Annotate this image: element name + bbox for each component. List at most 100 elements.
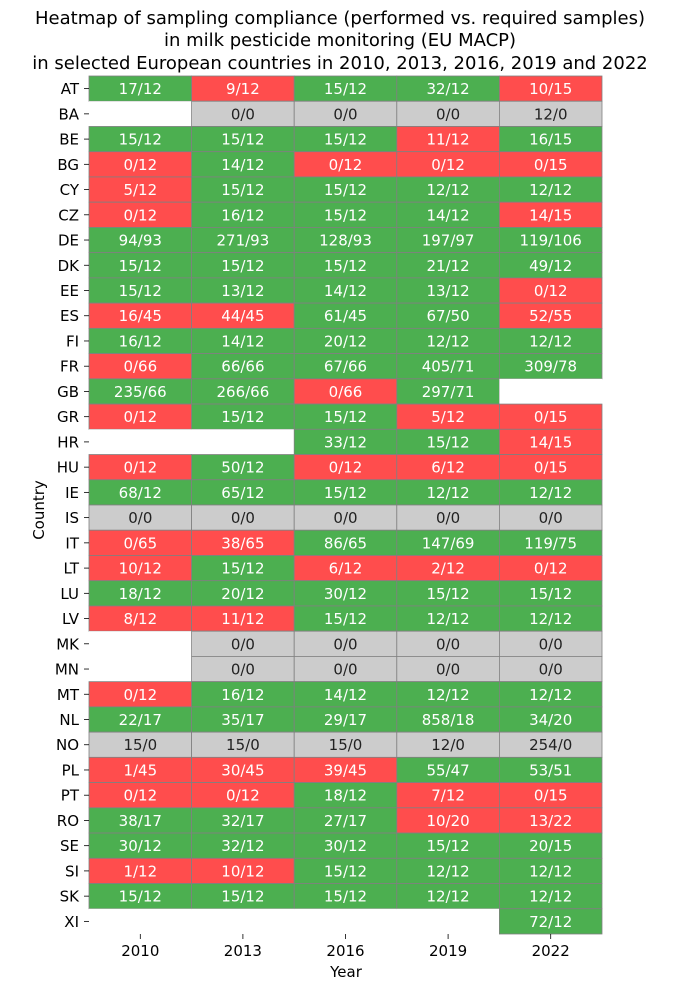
cell-value-label: 1/12 [123, 862, 157, 880]
y-tick-label: FR [60, 358, 79, 376]
heatmap-cell-DK-2022 [498, 252, 603, 279]
heatmap-cell-NO-2019 [396, 731, 500, 758]
y-tick-label: SE [60, 837, 79, 855]
cell-value-label: 15/12 [324, 206, 367, 224]
cell-value-label: 0/12 [329, 156, 363, 174]
heatmap-cell-MN-2022 [498, 656, 603, 683]
y-tick-label: CY [60, 181, 80, 199]
cell-value-label: 67/50 [426, 307, 469, 325]
cell-value-label: 15/0 [329, 736, 363, 754]
heatmap-cell-HU-2013 [191, 454, 295, 481]
y-tick-label: DE [58, 232, 79, 250]
heatmap-cell-MN-2019 [396, 656, 500, 683]
cell-value-label: 12/12 [529, 686, 572, 704]
cell-value-label: 65/12 [221, 484, 264, 502]
heatmap-cell-CY-2019 [396, 176, 500, 203]
heatmap-cell-GR-2019 [396, 403, 500, 430]
cell-value-label: 15/12 [119, 888, 162, 906]
cell-value-label: 147/69 [422, 534, 475, 552]
cell-value-label: 5/12 [123, 181, 157, 199]
cell-value-label: 0/15 [534, 156, 568, 174]
heatmap-cell-IT-2013 [191, 529, 295, 556]
cell-value-label: 15/0 [226, 736, 260, 754]
heatmap-cell-SI-2010 [88, 857, 192, 884]
cell-value-label: 0/0 [231, 661, 255, 679]
cell-value-label: 119/75 [524, 534, 577, 552]
heatmap-cell-FI-2022 [498, 327, 603, 354]
cell-value-label: 12/12 [426, 686, 469, 704]
heatmap-cell-ES-2019 [396, 302, 500, 329]
heatmap-cell-MT-2010 [88, 681, 192, 708]
cell-value-label: 235/66 [114, 383, 167, 401]
heatmap-cell-BA-2013 [191, 100, 295, 127]
heatmap-cell-IE-2016 [293, 479, 398, 506]
heatmap-cell-LV-2019 [396, 605, 500, 632]
heatmap-cell-PT-2019 [396, 782, 500, 809]
heatmap-cell-SE-2019 [396, 832, 500, 859]
cell-value-label: 12/12 [426, 484, 469, 502]
heatmap-cell-NO-2016 [293, 731, 398, 758]
y-tick-label: MN [55, 661, 79, 679]
y-tick-label: NL [59, 711, 79, 729]
heatmap-cell-XI-2016 [294, 908, 397, 934]
cell-value-label: 15/12 [119, 282, 162, 300]
cell-value-label: 0/0 [231, 105, 255, 123]
heatmap-cell-BA-2010 [89, 101, 192, 127]
cell-value-label: 15/12 [119, 257, 162, 275]
cell-value-label: 15/12 [324, 610, 367, 628]
cell-value-label: 12/12 [529, 862, 572, 880]
heatmap-cell-IE-2022 [498, 479, 603, 506]
y-tick-label: EE [60, 282, 79, 300]
heatmap-cell-HR-2013 [191, 429, 295, 455]
cell-value-label: 20/12 [221, 585, 264, 603]
cell-value-label: 14/15 [529, 206, 572, 224]
cell-value-label: 12/12 [529, 484, 572, 502]
y-tick-label: AT [61, 80, 80, 98]
y-tick-label: RO [57, 812, 79, 830]
cell-value-label: 9/12 [226, 80, 260, 98]
heatmap-cell-BE-2010 [88, 126, 192, 153]
cell-value-label: 0/12 [123, 787, 157, 805]
cell-value-label: 32/12 [221, 837, 264, 855]
cell-value-label: 10/15 [529, 80, 572, 98]
cell-value-label: 858/18 [422, 711, 475, 729]
heatmap-cell-HR-2016 [293, 428, 398, 455]
cell-value-label: 0/12 [534, 560, 568, 578]
heatmap-cell-ES-2010 [88, 302, 192, 329]
heatmap-cell-FR-2010 [88, 353, 192, 380]
cell-value-label: 0/0 [231, 635, 255, 653]
heatmap-cell-GR-2016 [293, 403, 398, 430]
cell-value-label: 30/12 [324, 837, 367, 855]
heatmap-cell-GR-2022 [498, 403, 603, 430]
cell-value-label: 15/12 [324, 862, 367, 880]
heatmap-cell-CZ-2022 [498, 201, 603, 228]
cell-value-label: 20/12 [324, 332, 367, 350]
heatmap-cell-SE-2013 [191, 832, 295, 859]
cell-value-label: 12/0 [534, 105, 568, 123]
heatmap-cell-DK-2016 [293, 252, 398, 279]
cell-value-label: 0/12 [431, 156, 465, 174]
cell-value-label: 15/12 [426, 585, 469, 603]
heatmap-cell-HU-2010 [88, 454, 192, 481]
cell-value-label: 14/12 [221, 156, 264, 174]
heatmap-cell-LU-2013 [191, 580, 295, 607]
cell-value-label: 0/0 [333, 105, 357, 123]
cell-value-label: 405/71 [422, 358, 475, 376]
heatmap-cell-IT-2022 [498, 529, 603, 556]
heatmap-cell-XI-2010 [89, 908, 192, 934]
cell-value-label: 297/71 [422, 383, 475, 401]
cell-value-label: 0/12 [123, 156, 157, 174]
cell-value-label: 6/12 [329, 560, 363, 578]
cell-value-label: 67/66 [324, 358, 367, 376]
cell-value-label: 29/17 [324, 711, 367, 729]
y-tick-label: LU [60, 585, 79, 603]
cell-value-label: 94/93 [119, 232, 162, 250]
cell-value-label: 0/12 [123, 206, 157, 224]
cell-value-label: 12/12 [529, 332, 572, 350]
cell-value-label: 0/0 [128, 509, 152, 527]
cell-value-label: 0/0 [436, 509, 460, 527]
cell-value-label: 271/93 [217, 232, 270, 250]
heatmap-cell-IE-2013 [191, 479, 295, 506]
heatmap-cell-MK-2016 [293, 630, 398, 657]
heatmap-cell-SE-2010 [88, 832, 192, 859]
